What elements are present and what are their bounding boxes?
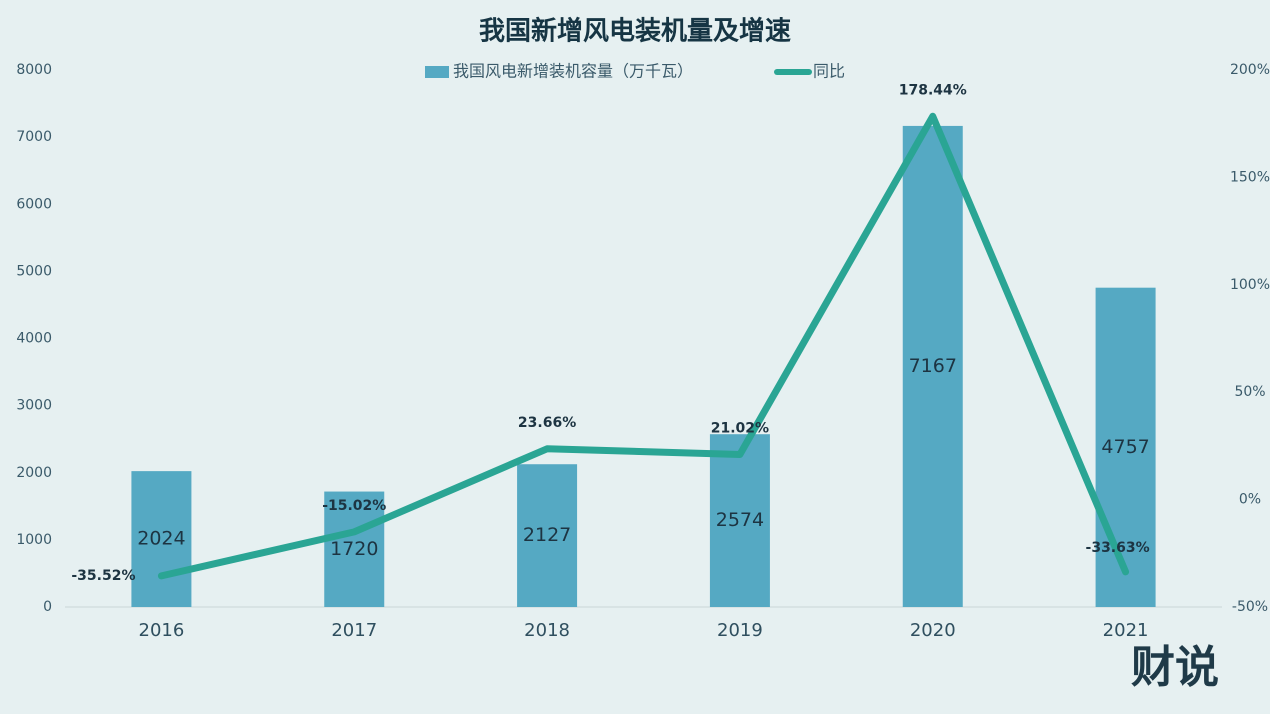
bar-label: 2574 bbox=[716, 509, 764, 531]
x-tick-label: 2021 bbox=[1103, 620, 1149, 641]
y2-tick-label: 100% bbox=[1230, 277, 1270, 293]
line bbox=[157, 112, 1130, 580]
x-tick-label: 2016 bbox=[139, 620, 185, 641]
bar bbox=[324, 491, 385, 607]
bar bbox=[1095, 287, 1156, 607]
y2-tick-label: 200% bbox=[1230, 62, 1270, 78]
y-tick-label: 2000 bbox=[16, 465, 52, 481]
y2-tick-label: 0% bbox=[1239, 492, 1261, 508]
bar-label: 7167 bbox=[909, 355, 957, 377]
bar-label: 4757 bbox=[1101, 436, 1149, 458]
y-tick-label: 7000 bbox=[16, 129, 52, 145]
y-tick-label: 8000 bbox=[16, 62, 52, 78]
y-tick-label: 6000 bbox=[16, 196, 52, 212]
x-tick-label: 2020 bbox=[910, 620, 956, 641]
legend-label: 同比 bbox=[813, 62, 845, 81]
x-tick-label: 2018 bbox=[524, 620, 570, 641]
bar-label: 2024 bbox=[137, 528, 185, 550]
legend-swatch bbox=[425, 66, 449, 78]
line-label: 178.44% bbox=[899, 82, 967, 98]
line-label: -33.63% bbox=[1086, 540, 1150, 556]
y-tick-label: 4000 bbox=[16, 331, 52, 347]
y2-tick-label: 50% bbox=[1234, 384, 1265, 400]
bar-label: 1720 bbox=[330, 538, 378, 560]
y2-tick-label: 150% bbox=[1230, 169, 1270, 185]
legend-label: 我国风电新增装机容量（万千瓦） bbox=[453, 62, 693, 81]
bar bbox=[709, 434, 770, 607]
logo: 财说 bbox=[1131, 642, 1219, 693]
x-tick-label: 2019 bbox=[717, 620, 763, 641]
y-tick-label: 3000 bbox=[16, 398, 52, 414]
y-tick-label: 1000 bbox=[16, 532, 52, 548]
line-label: 23.66% bbox=[518, 415, 576, 431]
x-tick-label: 2017 bbox=[331, 620, 377, 641]
bar-label: 2127 bbox=[523, 524, 571, 546]
y2-tick-label: -50% bbox=[1232, 599, 1268, 615]
y-tick-label: 0 bbox=[43, 599, 52, 615]
line-label: -15.02% bbox=[322, 498, 386, 514]
bar bbox=[902, 125, 963, 607]
line-label: 21.02% bbox=[711, 420, 769, 436]
chart-title: 我国新增风电装机量及增速 bbox=[479, 16, 791, 47]
y-tick-label: 5000 bbox=[16, 263, 52, 279]
line-label: -35.52% bbox=[71, 568, 135, 584]
bar bbox=[131, 471, 192, 607]
bar bbox=[517, 464, 578, 607]
